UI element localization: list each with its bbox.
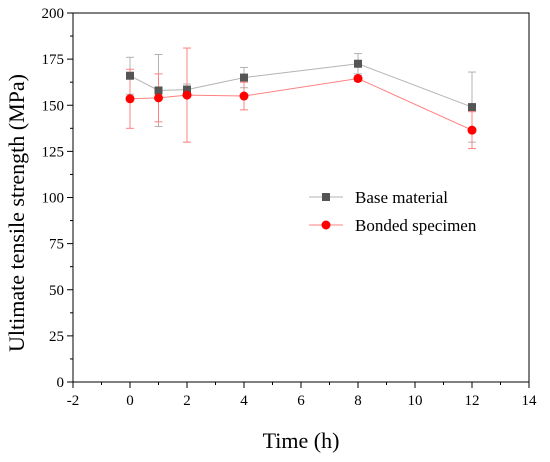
y-tick-label: 175 bbox=[42, 52, 65, 68]
plot-layer: -2 0 2 4 6 8 10 12 140255075100125150175200Base … bbox=[42, 6, 538, 409]
legend-label: Bonded specimen bbox=[355, 216, 477, 235]
data-point-circle bbox=[125, 94, 135, 104]
legend-marker bbox=[321, 220, 331, 230]
y-tick-label: 50 bbox=[49, 283, 64, 299]
y-tick-label: 200 bbox=[42, 6, 65, 22]
y-tick-label: 25 bbox=[49, 329, 64, 345]
series-line bbox=[129, 63, 473, 108]
y-axis-label: Ultimate tensile strength (MPa) bbox=[4, 74, 29, 352]
data-point-square bbox=[468, 103, 476, 112]
plot-frame bbox=[72, 12, 530, 383]
data-point-circle bbox=[239, 91, 249, 101]
legend-marker bbox=[322, 193, 330, 201]
data-point-square bbox=[183, 85, 191, 94]
series-line bbox=[129, 77, 473, 131]
y-tick-label: 125 bbox=[42, 144, 65, 160]
y-tick-label: 75 bbox=[49, 237, 64, 253]
x-tick-label: 12 bbox=[465, 393, 480, 409]
data-point-circle bbox=[154, 93, 163, 103]
x-tick-label: 14 bbox=[522, 393, 538, 409]
data-point-circle bbox=[467, 125, 477, 135]
data-point-square bbox=[240, 73, 248, 82]
x-tick-label: -2 bbox=[67, 393, 80, 409]
x-tick-label: 8 bbox=[354, 393, 362, 409]
y-tick-label: 100 bbox=[42, 191, 65, 207]
x-axis-label: Time (h) bbox=[263, 428, 340, 453]
y-tick-label: 0 bbox=[57, 375, 65, 391]
data-point-circle bbox=[353, 73, 363, 83]
y-tick-label: 150 bbox=[42, 98, 65, 114]
legend-label: Base material bbox=[355, 188, 448, 207]
x-tick-label: 2 bbox=[183, 393, 191, 409]
data-point-square bbox=[354, 59, 362, 68]
x-tick-label: 4 bbox=[240, 393, 248, 409]
x-tick-label: 10 bbox=[408, 393, 423, 409]
x-tick-label: 0 bbox=[126, 393, 134, 409]
x-tick-label: 6 bbox=[297, 393, 305, 409]
data-point-square bbox=[126, 71, 134, 80]
data-point-square bbox=[154, 86, 163, 95]
data-point-circle bbox=[182, 90, 192, 100]
